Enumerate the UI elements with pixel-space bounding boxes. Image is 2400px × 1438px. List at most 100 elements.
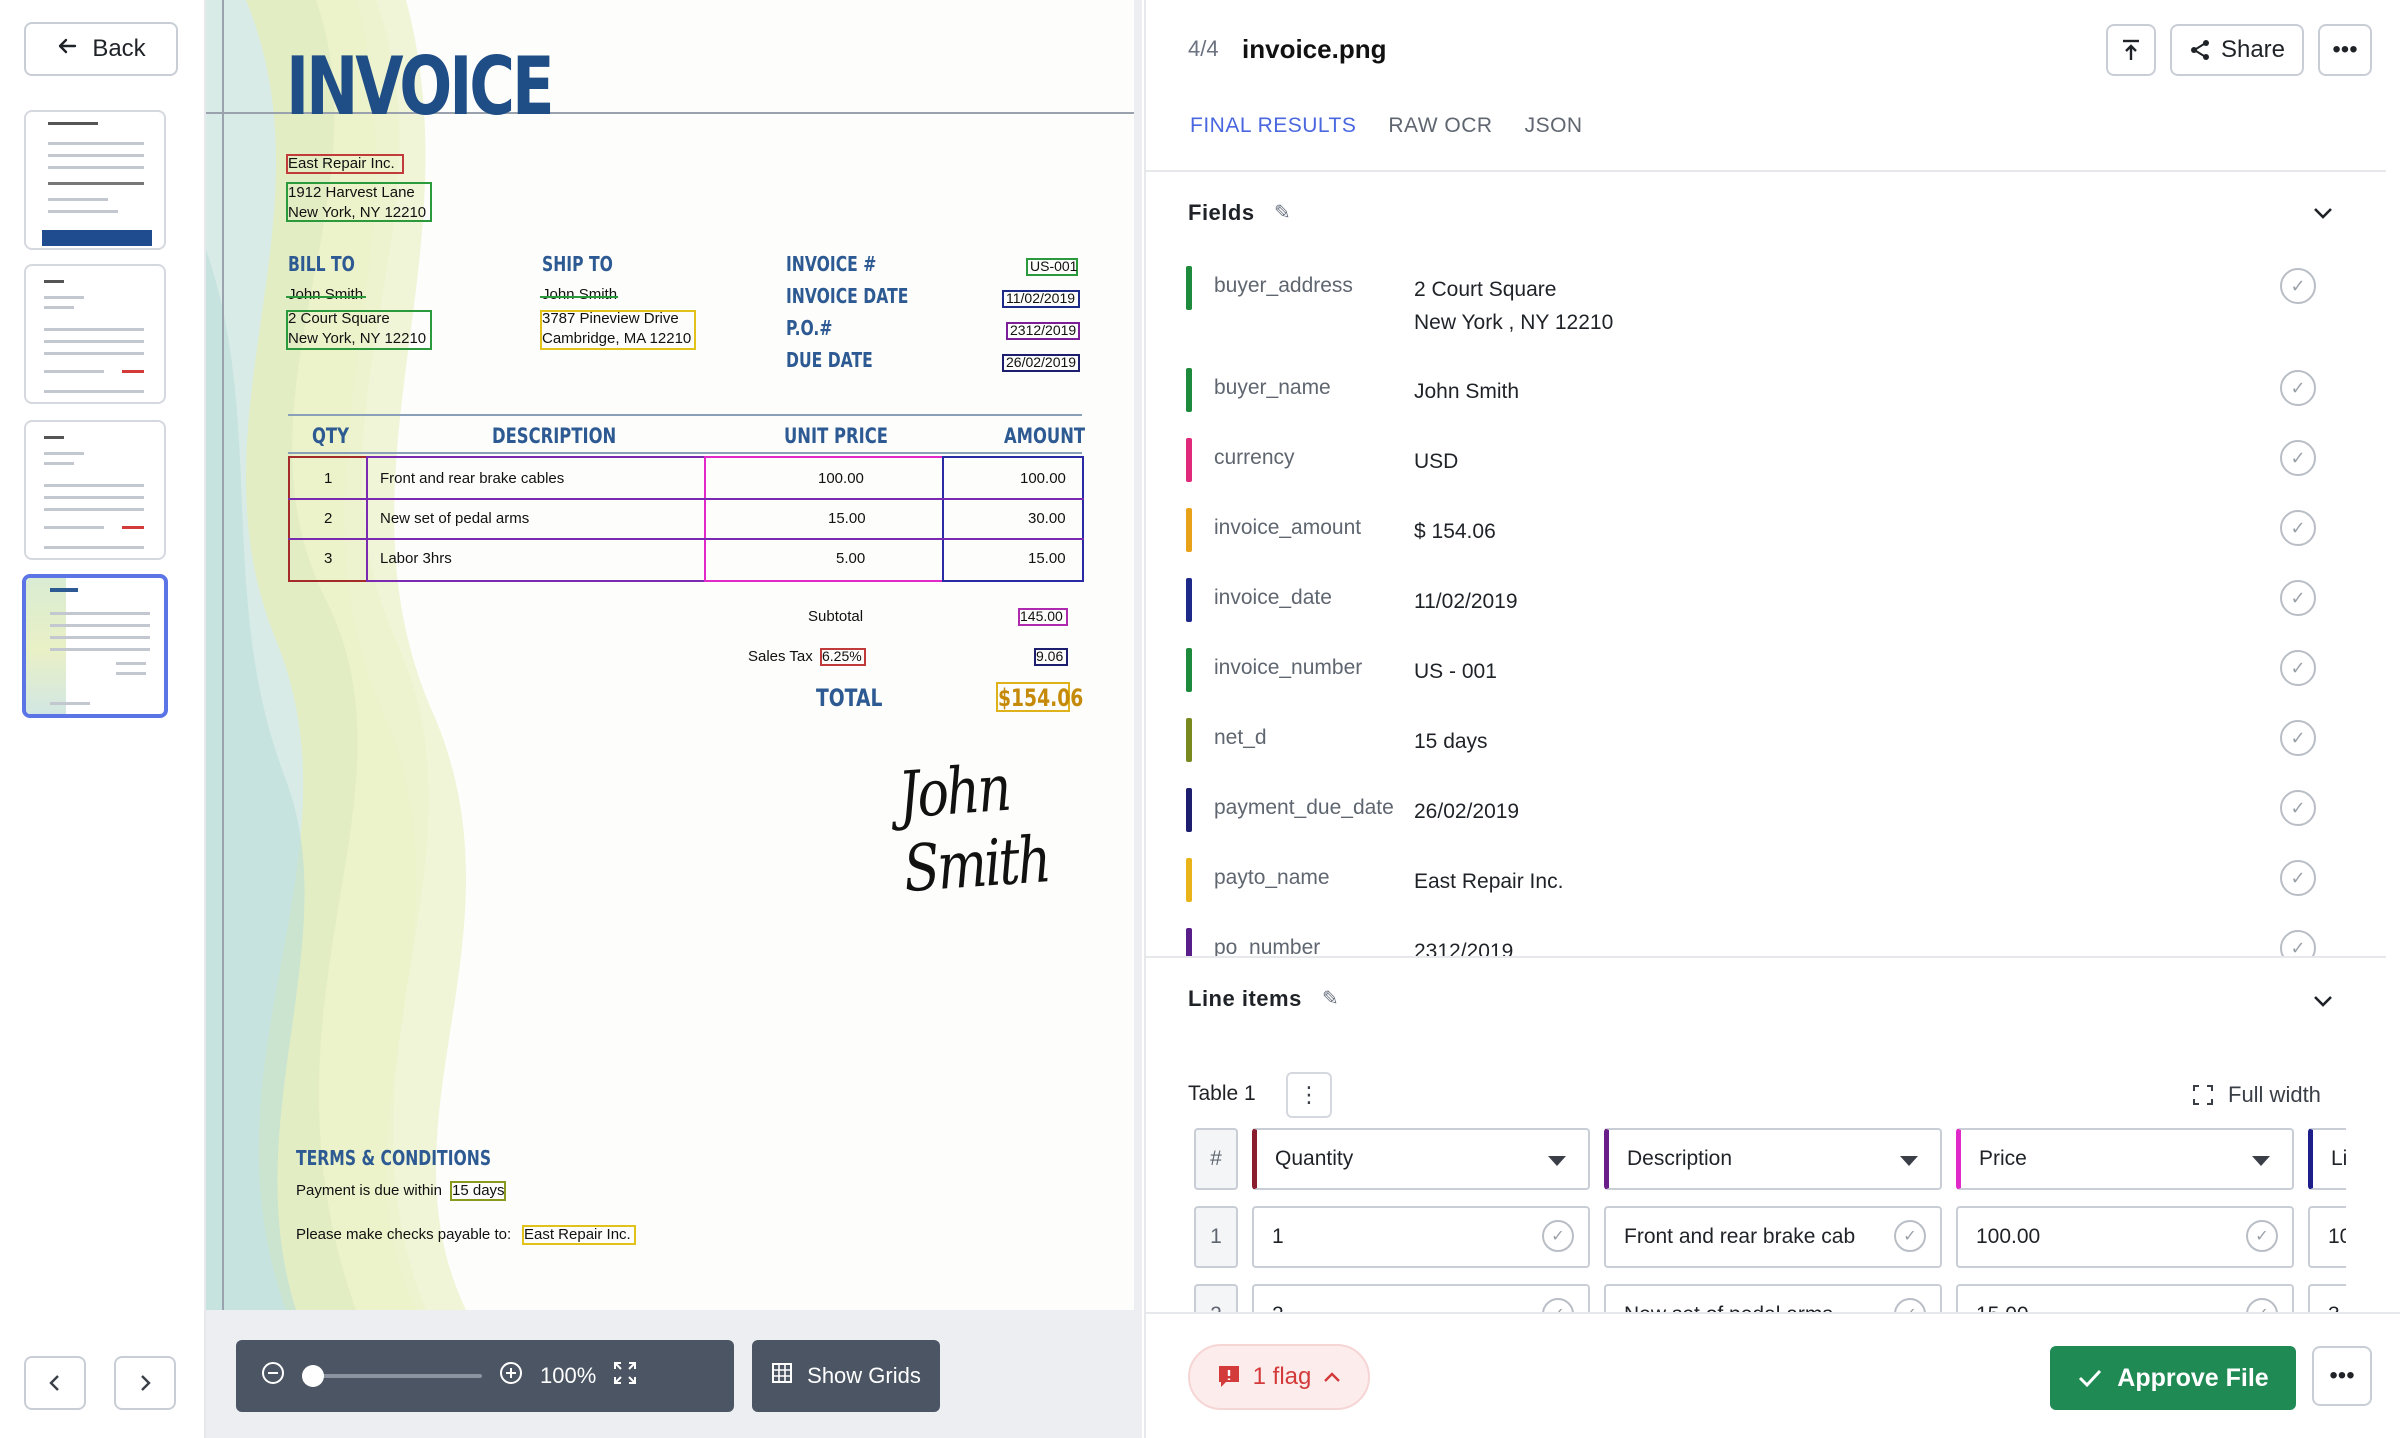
approve-file-button[interactable]: Approve File — [2050, 1346, 2296, 1410]
ocr-box-tax — [1034, 648, 1068, 666]
cell-value: 3 — [2328, 1303, 2340, 1312]
field-value: US - 001 — [1414, 660, 1497, 683]
unit-price-header: UNIT PRICE — [784, 424, 888, 448]
line-items-section-title: Line items — [1188, 986, 1302, 1011]
previous-page-button[interactable] — [24, 1356, 86, 1410]
line-items-table: # Quantity Description Price Li 1 1 ✓ Fro… — [1146, 1126, 2346, 1312]
due-date-label: DUE DATE — [786, 348, 873, 372]
ocr-box-seller-name — [286, 154, 404, 174]
ship-to-address-line2: Cambridge, MA 12210 — [542, 330, 692, 347]
field-check-icon[interactable]: ✓ — [2280, 510, 2316, 546]
zoom-slider[interactable] — [302, 1365, 482, 1387]
cell-check-icon[interactable]: ✓ — [1542, 1298, 1574, 1312]
field-check-icon[interactable]: ✓ — [2280, 440, 2316, 476]
field-color-bar — [1186, 508, 1192, 552]
ship-to-address-line1: 3787 Pineview Drive — [542, 310, 679, 327]
zoom-out-icon[interactable] — [260, 1360, 286, 1392]
fields-list: buyer_address 2 Court Square New York , N… — [1146, 250, 2386, 956]
cell-price[interactable]: 15.00 ✓ — [1956, 1284, 2294, 1312]
field-check-icon[interactable]: ✓ — [2280, 370, 2316, 406]
terms-heading: TERMS & CONDITIONS — [296, 1146, 492, 1170]
cell-check-icon[interactable]: ✓ — [2246, 1220, 2278, 1252]
field-color-bar — [1186, 438, 1192, 482]
next-page-button[interactable] — [114, 1356, 176, 1410]
zoom-level: 100% — [540, 1363, 597, 1388]
cell-check-icon[interactable]: ✓ — [1542, 1220, 1574, 1252]
fit-screen-icon[interactable] — [612, 1360, 638, 1392]
zoom-slider-handle[interactable] — [302, 1365, 324, 1387]
cell-line-total[interactable]: 10 — [2308, 1206, 2346, 1268]
column-header-price[interactable]: Price — [1956, 1128, 2294, 1190]
edit-line-items-pencil-icon[interactable]: ✎ — [1322, 988, 1339, 1010]
show-grids-label: Show Grids — [807, 1363, 921, 1388]
cell-quantity[interactable]: 1 ✓ — [1252, 1206, 1590, 1268]
column-header-label: Price — [1979, 1147, 2027, 1170]
tab-final-results[interactable]: FINAL RESULTS — [1190, 114, 1357, 137]
arrow-left-icon — [56, 35, 78, 64]
seller-address-line1: 1912 Harvest Lane — [288, 184, 415, 201]
table-options-button[interactable]: ⋮ — [1286, 1072, 1332, 1118]
field-key: invoice_date — [1214, 586, 1332, 609]
cell-description[interactable]: Front and rear brake cab ✓ — [1604, 1206, 1942, 1268]
column-header-label: Quantity — [1275, 1147, 1354, 1170]
field-check-icon[interactable]: ✓ — [2280, 930, 2316, 956]
column-header-description[interactable]: Description — [1604, 1128, 1942, 1190]
sales-tax-label: Sales Tax — [748, 648, 813, 665]
field-key: buyer_address — [1214, 274, 1353, 297]
back-button[interactable]: Back — [24, 22, 178, 76]
field-key: payment_due_date — [1214, 796, 1394, 819]
thumbnail-page-4[interactable] — [22, 574, 168, 718]
cell-value: 10 — [2328, 1225, 2346, 1248]
thumbnail-page-1[interactable] — [24, 110, 166, 250]
column-header-quantity[interactable]: Quantity — [1252, 1128, 1590, 1190]
edit-fields-pencil-icon[interactable]: ✎ — [1274, 202, 1291, 224]
item-3-unit-price: 5.00 — [836, 550, 866, 567]
field-check-icon[interactable]: ✓ — [2280, 720, 2316, 756]
cell-check-icon[interactable]: ✓ — [1894, 1220, 1926, 1252]
terms-line-1: Payment is due within — [296, 1182, 442, 1199]
fields-collapse-chevron-icon[interactable] — [2312, 200, 2334, 226]
cell-line-total[interactable]: 3 — [2308, 1284, 2346, 1312]
field-color-bar — [1186, 718, 1192, 762]
cell-value: 15.00 — [1976, 1303, 2029, 1312]
terms-line-2: Please make checks payable to: — [296, 1226, 512, 1243]
field-check-icon[interactable]: ✓ — [2280, 790, 2316, 826]
field-check-icon[interactable]: ✓ — [2280, 860, 2316, 896]
field-color-bar — [1186, 368, 1192, 412]
field-check-icon[interactable]: ✓ — [2280, 650, 2316, 686]
show-grids-button[interactable]: Show Grids — [752, 1340, 940, 1412]
line-items-collapse-chevron-icon[interactable] — [2312, 988, 2334, 1014]
grid-icon — [771, 1362, 793, 1390]
field-value: 2 Court Square New York , NY 12210 — [1414, 274, 1613, 339]
ocr-box-subtotal — [1018, 608, 1068, 626]
tab-raw-ocr[interactable]: RAW OCR — [1388, 114, 1493, 137]
cell-price[interactable]: 100.00 ✓ — [1956, 1206, 2294, 1268]
invoice-date-label: INVOICE DATE — [786, 284, 909, 308]
seller-address-line2: New York, NY 12210 — [288, 204, 427, 221]
cell-check-icon[interactable]: ✓ — [1894, 1298, 1926, 1312]
full-width-toggle[interactable]: Full width — [2192, 1082, 2321, 1108]
share-button[interactable]: Share — [2170, 24, 2304, 76]
row-index: 2 — [1194, 1284, 1238, 1312]
footer-more-options-button[interactable]: ••• — [2312, 1346, 2372, 1406]
cell-check-icon[interactable]: ✓ — [2246, 1298, 2278, 1312]
cell-description[interactable]: New set of pedal arms ✓ — [1604, 1284, 1942, 1312]
thumbnail-page-2[interactable] — [24, 264, 166, 404]
field-value: 2312/2019 — [1414, 940, 1514, 956]
field-key: invoice_amount — [1214, 516, 1362, 539]
field-key: po_number — [1214, 936, 1321, 956]
more-options-button[interactable]: ••• — [2318, 24, 2372, 76]
field-check-icon[interactable]: ✓ — [2280, 268, 2316, 304]
column-header-line-total[interactable]: Li — [2308, 1128, 2346, 1190]
cell-quantity[interactable]: 2✓ — [1252, 1284, 1590, 1312]
ocr-box-invoice-number — [1026, 258, 1078, 276]
export-button[interactable] — [2106, 24, 2156, 76]
flags-toggle[interactable]: 1 flag — [1188, 1344, 1370, 1410]
table-top-rule — [288, 414, 1082, 416]
thumbnail-page-3[interactable] — [24, 420, 166, 560]
tab-json[interactable]: JSON — [1524, 114, 1583, 137]
field-key: payto_name — [1214, 866, 1330, 889]
invoice-document: INVOICE East Repair Inc. 1912 Harvest La… — [206, 0, 1134, 1310]
field-check-icon[interactable]: ✓ — [2280, 580, 2316, 616]
zoom-in-icon[interactable] — [498, 1360, 524, 1392]
